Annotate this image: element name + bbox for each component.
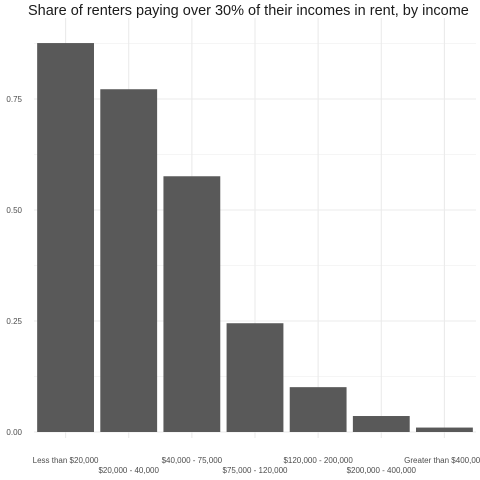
- x-tick-label: $20,000 - 40,000: [98, 466, 159, 475]
- y-tick-label: 0.50: [6, 206, 22, 215]
- bar: [289, 387, 347, 432]
- y-tick-label: 0.75: [6, 95, 22, 104]
- chart-title: Share of renters paying over 30% of thei…: [28, 3, 469, 19]
- bar: [37, 43, 94, 432]
- x-tick-label: Greater than $400,000: [404, 456, 480, 465]
- bar: [163, 176, 221, 432]
- bar: [352, 416, 410, 432]
- x-tick-label: $200,000 - 400,000: [347, 466, 417, 475]
- bar: [416, 427, 473, 432]
- x-tick-label: Less than $20,000: [33, 456, 99, 465]
- x-tick-label: $40,000 - 75,000: [162, 456, 223, 465]
- x-tick-label: $75,000 - 120,000: [223, 466, 288, 475]
- bar: [226, 323, 284, 432]
- y-tick-label: 0.00: [6, 428, 22, 437]
- y-tick-label: 0.25: [6, 317, 22, 326]
- x-tick-label: $120,000 - 200,000: [283, 456, 353, 465]
- bar: [100, 89, 158, 433]
